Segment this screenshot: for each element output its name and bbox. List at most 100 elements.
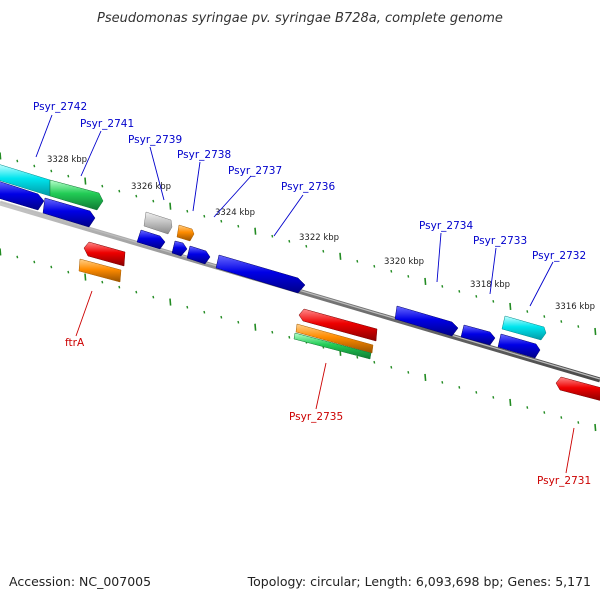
gene-arrow-psyr-2735-orange[interactable]: [295, 323, 374, 354]
gene-arrow-psyr-2736[interactable]: [215, 254, 306, 294]
gene-arrow-ftra-red[interactable]: [83, 241, 126, 267]
minor-tick: [50, 265, 53, 269]
minor-tick: [50, 169, 53, 173]
minor-tick: [356, 355, 359, 359]
gene-label-psyr-2736[interactable]: Psyr_2736: [281, 181, 335, 193]
major-tick: [169, 298, 172, 306]
minor-tick: [135, 194, 138, 198]
minor-tick: [390, 269, 393, 273]
gene-arrow-psyr-2733[interactable]: [460, 324, 496, 346]
minor-tick: [526, 310, 529, 313]
gene-arrow-psyr-2741[interactable]: [49, 179, 104, 211]
gene-label-psyr-2737[interactable]: Psyr_2737: [228, 165, 282, 177]
gene-label-psyr-2742[interactable]: Psyr_2742: [33, 101, 87, 113]
minor-tick: [16, 255, 19, 259]
major-tick: [254, 323, 257, 331]
kbp-labels: 3328 kbp 3326 kbp 3324 kbp 3322 kbp 3320…: [47, 155, 595, 312]
minor-tick: [305, 244, 308, 248]
major-tick: [594, 327, 597, 336]
minor-tick: [135, 290, 138, 294]
gene-arrow-blue-c[interactable]: [136, 229, 166, 250]
gene-label-psyr-2741[interactable]: Psyr_2741: [80, 118, 134, 130]
major-tick: [0, 152, 2, 160]
minor-tick: [492, 300, 495, 303]
gene-label-psyr-2731[interactable]: Psyr_2731: [537, 475, 591, 487]
gene-arrow-psyr-2735-red[interactable]: [298, 308, 378, 342]
major-tick: [254, 227, 257, 235]
gene-arrow-ftra-orange[interactable]: [78, 258, 122, 283]
minor-tick: [33, 164, 36, 168]
minor-tick: [271, 234, 274, 238]
gene-arrow-psyr-2731[interactable]: [555, 376, 600, 401]
gene-label-psyr-2735[interactable]: Psyr_2735: [289, 411, 343, 423]
minor-tick: [33, 260, 36, 264]
minor-tick: [118, 285, 121, 289]
gene-arrow-blue-f[interactable]: [497, 333, 541, 359]
minor-tick: [67, 270, 70, 274]
gene-arrow-blue-b[interactable]: [42, 197, 96, 228]
gene-label-psyr-2739[interactable]: Psyr_2739: [128, 134, 182, 146]
gene-label-psyr-2733[interactable]: Psyr_2733: [473, 235, 527, 247]
minor-tick: [186, 305, 189, 309]
minor-tick: [237, 224, 240, 228]
minor-tick: [526, 406, 529, 409]
kbp-label: 3318 kbp: [470, 280, 510, 290]
gene-label-ftra[interactable]: ftrA: [65, 337, 85, 349]
major-tick: [509, 398, 512, 406]
gene-label-psyr-2738[interactable]: Psyr_2738: [177, 149, 231, 161]
minor-tick: [101, 280, 104, 284]
accession-text: Accession: NC_007005: [9, 574, 151, 589]
minor-tick: [101, 184, 104, 188]
minor-tick: [373, 264, 376, 268]
tick-marks: [0, 152, 597, 432]
minor-tick: [390, 365, 393, 369]
minor-tick: [543, 411, 546, 414]
minor-tick: [271, 330, 274, 334]
major-tick: [424, 373, 427, 381]
minor-tick: [203, 310, 206, 314]
major-tick: [84, 177, 87, 185]
minor-tick: [492, 396, 495, 399]
minor-tick: [458, 386, 461, 389]
gene-arrow-psyr-2734[interactable]: [394, 305, 459, 337]
gene-arrow-psyr-2738[interactable]: [176, 224, 195, 242]
minor-tick: [577, 325, 580, 328]
topology-text: Topology: circular; Length: 6,093,698 bp…: [247, 574, 591, 589]
major-tick: [339, 252, 342, 260]
map-title: Pseudomonas syringae pv. syringae B728a,…: [97, 11, 503, 26]
minor-tick: [560, 416, 563, 419]
major-tick: [424, 277, 427, 285]
minor-tick: [475, 295, 478, 298]
minor-tick: [322, 249, 325, 253]
gene-arrow-psyr-2739[interactable]: [143, 211, 173, 235]
minor-tick: [118, 189, 121, 193]
minor-tick: [560, 320, 563, 323]
kbp-label: 3322 kbp: [299, 233, 339, 243]
gene-label-psyr-2734[interactable]: Psyr_2734: [419, 220, 473, 232]
gene-arrow-blue-e[interactable]: [186, 245, 211, 265]
minor-tick: [220, 219, 223, 223]
gene-label-psyr-2732[interactable]: Psyr_2732: [532, 250, 586, 262]
minor-tick: [67, 174, 70, 178]
minor-tick: [373, 360, 376, 364]
major-tick: [169, 202, 172, 210]
minor-tick: [288, 239, 291, 243]
gene-arrow-psyr-2732[interactable]: [501, 315, 547, 341]
major-tick: [0, 248, 2, 256]
gene-labels: Psyr_2742 Psyr_2741 Psyr_2739 Psyr_2738 …: [33, 101, 591, 487]
minor-tick: [407, 275, 410, 278]
gene-arrow-psyr-2735-green[interactable]: [293, 332, 372, 360]
kbp-label: 3326 kbp: [131, 182, 171, 192]
minor-tick: [220, 315, 223, 319]
kbp-label: 3328 kbp: [47, 155, 87, 165]
kbp-label: 3316 kbp: [555, 302, 595, 312]
gene-arrow-blue-d[interactable]: [171, 240, 188, 257]
minor-tick: [152, 199, 155, 203]
minor-tick: [356, 259, 359, 263]
gene-arrow-blue-a[interactable]: [0, 181, 45, 211]
major-tick: [84, 273, 87, 281]
minor-tick: [186, 209, 189, 213]
minor-tick: [288, 335, 291, 339]
minor-tick: [543, 315, 546, 318]
